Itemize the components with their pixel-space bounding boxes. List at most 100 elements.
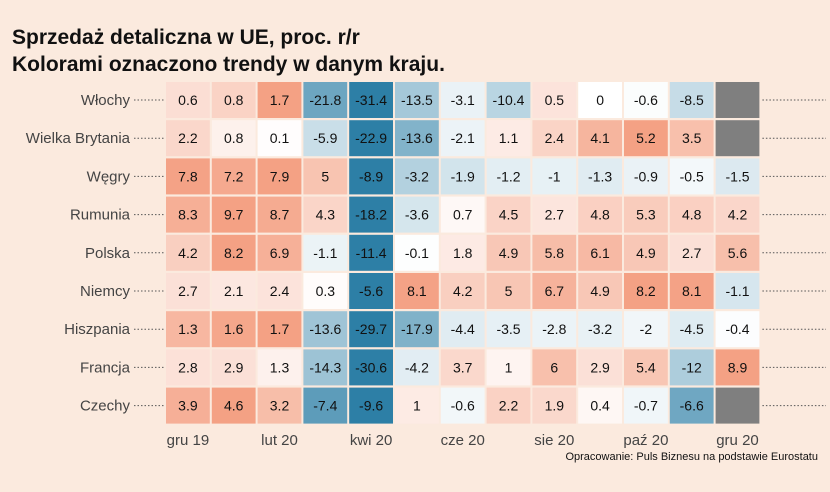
row-label: Wielka Brytania bbox=[26, 130, 131, 147]
cell-value-label: 1 bbox=[413, 398, 421, 414]
heatmap-cell bbox=[715, 273, 760, 309]
cell-value-label: 1.7 bbox=[270, 321, 290, 337]
cell-value-label: 1.9 bbox=[545, 398, 565, 414]
heatmap-cell bbox=[349, 234, 393, 271]
heatmap-cell bbox=[486, 349, 531, 386]
heatmap-cell bbox=[349, 196, 393, 233]
cell-value-label: -17.9 bbox=[401, 321, 433, 337]
heatmap-cell bbox=[486, 273, 531, 309]
cell-value-label: 2.4 bbox=[545, 130, 565, 146]
heatmap-cell bbox=[578, 311, 622, 348]
heatmap-cell bbox=[715, 158, 760, 195]
cell-value-label: -3.2 bbox=[588, 321, 612, 337]
heatmap-cell bbox=[303, 349, 348, 386]
cell-value-label: 1.3 bbox=[270, 359, 290, 375]
heatmap-cell bbox=[440, 120, 485, 157]
cell-value-label: 6.1 bbox=[590, 245, 610, 261]
heatmap-cell bbox=[624, 234, 668, 271]
heatmap-cell bbox=[486, 196, 531, 233]
title-line-2: Kolorami oznaczono trendy w danym kraju. bbox=[12, 53, 445, 76]
heatmap-cell bbox=[395, 158, 439, 195]
x-tick-label: paź 20 bbox=[623, 432, 668, 449]
cell-value-label: -12 bbox=[682, 359, 702, 375]
cell-value-label: 1.1 bbox=[499, 130, 519, 146]
cell-value-label: 0.1 bbox=[270, 130, 290, 146]
cell-value-label: 0.8 bbox=[224, 130, 244, 146]
cell-value-label: -1.9 bbox=[451, 168, 475, 184]
cell-value-label: 5.2 bbox=[636, 130, 656, 146]
cell-value-label: -1 bbox=[548, 168, 561, 184]
heatmap-cell bbox=[349, 273, 393, 309]
heatmap-cell bbox=[349, 120, 393, 157]
cell-value-label: -8.5 bbox=[680, 92, 704, 108]
cell-value-label: 2.7 bbox=[682, 245, 702, 261]
cell-value-label: 4.9 bbox=[499, 245, 519, 261]
cell-value-label: -3.2 bbox=[405, 168, 429, 184]
heatmap-cell bbox=[166, 234, 210, 271]
cell-value-label: 1.7 bbox=[270, 92, 290, 108]
heatmap-cell bbox=[532, 196, 577, 233]
heatmap-cell bbox=[578, 196, 622, 233]
heatmap-cell bbox=[166, 82, 210, 118]
heatmap-cell bbox=[532, 82, 577, 118]
cell-value-label: 8.2 bbox=[636, 283, 656, 299]
cell-value-label: 2.9 bbox=[590, 359, 610, 375]
heatmap-cell bbox=[532, 349, 577, 386]
heatmap-cell bbox=[395, 196, 439, 233]
cell-value-label: 6.7 bbox=[545, 283, 565, 299]
heatmap-cell bbox=[395, 311, 439, 348]
heatmap-cell bbox=[395, 120, 439, 157]
cell-value-label: 5.3 bbox=[636, 207, 656, 223]
title-line-1: Sprzedaż detaliczna w UE, proc. r/r bbox=[12, 26, 360, 49]
heatmap-cell bbox=[440, 311, 485, 348]
cell-value-label: -3.1 bbox=[451, 92, 475, 108]
heatmap-cell bbox=[440, 234, 485, 271]
x-tick-label: gru 19 bbox=[167, 432, 210, 449]
cell-value-label: 0.4 bbox=[590, 398, 610, 414]
cell-value-label: -0.1 bbox=[405, 245, 429, 261]
heatmap-cell bbox=[715, 311, 760, 348]
cell-value-label: -22.9 bbox=[355, 130, 387, 146]
heatmap-cell bbox=[303, 273, 348, 309]
cell-value-label: -1.1 bbox=[725, 283, 749, 299]
heatmap-cell bbox=[440, 82, 485, 118]
heatmap-cell bbox=[211, 349, 256, 386]
row-label: Włochy bbox=[81, 92, 131, 109]
heatmap-cell bbox=[303, 311, 348, 348]
cell-value-label: 3.2 bbox=[270, 398, 290, 414]
cell-value-label: 0.3 bbox=[316, 283, 336, 299]
heatmap-cell bbox=[303, 158, 348, 195]
cell-value-label: 2.2 bbox=[499, 398, 519, 414]
cell-value-label: -0.9 bbox=[634, 168, 658, 184]
cell-value-label: 2.7 bbox=[178, 283, 198, 299]
cell-value-label: -18.2 bbox=[355, 207, 387, 223]
heatmap-cell bbox=[211, 120, 256, 157]
cell-value-label: 4.8 bbox=[590, 207, 610, 223]
cell-value-label: -0.6 bbox=[634, 92, 658, 108]
heatmap-cell bbox=[440, 387, 485, 424]
heatmap-cell bbox=[486, 82, 531, 118]
cell-value-label: -9.6 bbox=[359, 398, 383, 414]
cell-value-label: 8.1 bbox=[682, 283, 702, 299]
row-label: Niemcy bbox=[80, 283, 131, 300]
cell-value-label: -0.4 bbox=[725, 321, 749, 337]
cell-value-label: 2.1 bbox=[224, 283, 244, 299]
heatmap-cell bbox=[715, 234, 760, 271]
cell-value-label: 3.5 bbox=[682, 130, 702, 146]
row-label: Rumunia bbox=[70, 207, 131, 224]
heatmap-cell bbox=[349, 158, 393, 195]
cell-value-label: 8.3 bbox=[178, 207, 198, 223]
cell-value-label: 1.8 bbox=[453, 245, 473, 261]
cell-value-label: 5.8 bbox=[545, 245, 565, 261]
cell-value-label: 4.2 bbox=[453, 283, 473, 299]
cell-value-label: -1.5 bbox=[725, 168, 749, 184]
heatmap-cell bbox=[486, 120, 531, 157]
heatmap-cell bbox=[211, 234, 256, 271]
cell-value-label: 2.2 bbox=[178, 130, 198, 146]
heatmap-cell bbox=[532, 387, 577, 424]
heatmap-cell bbox=[257, 234, 302, 271]
heatmap-cell bbox=[257, 311, 302, 348]
heatmap-cell bbox=[257, 387, 302, 424]
heatmap-cell bbox=[303, 120, 348, 157]
heatmap-cell bbox=[715, 349, 760, 386]
